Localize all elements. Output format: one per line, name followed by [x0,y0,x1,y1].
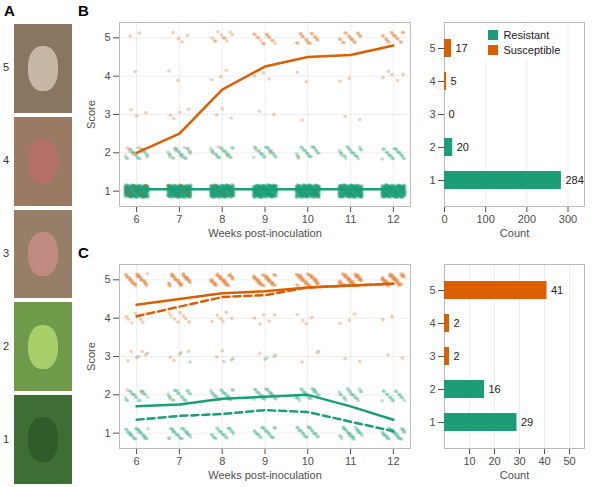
html-text:Resistant: Resistant [503,28,550,41]
svg-text:30: 30 [513,455,525,467]
svg-text:4: 4 [104,312,110,324]
svg-text:5: 5 [104,273,110,285]
svg-text:4: 4 [104,70,110,82]
svg-text:Weeks post-inoculation: Weeks post-inoculation [208,227,322,239]
svg-text:3: 3 [429,350,435,362]
html-text:3: 3 [3,247,10,259]
svg-text:1: 1 [429,174,435,186]
svg-text:6: 6 [134,213,140,225]
svg-text:Score: Score [85,342,97,371]
svg-text:Count: Count [500,227,529,239]
svg-text:7: 7 [176,455,182,467]
svg-text:41: 41 [551,284,563,296]
svg-text:5: 5 [429,284,435,296]
svg-text:17: 17 [456,42,468,54]
svg-text:3: 3 [104,350,110,362]
svg-text:1: 1 [429,416,435,428]
svg-text:1: 1 [104,427,110,439]
svg-text:3: 3 [104,108,110,120]
html-text:A: A [4,2,15,19]
svg-text:2: 2 [104,146,110,158]
svg-text:29: 29 [521,416,533,428]
svg-text:4: 4 [429,75,435,87]
svg-text:2: 2 [454,317,460,329]
svg-text:5: 5 [429,42,435,54]
svg-text:10: 10 [302,213,314,225]
html-text:1: 1 [3,432,10,445]
svg-text:0: 0 [449,108,455,120]
svg-text:11: 11 [345,213,356,225]
svg-text:1: 1 [104,185,110,197]
svg-text:Weeks post-inoculation: Weeks post-inoculation [208,469,322,481]
svg-text:2: 2 [429,383,435,395]
html-text:C: C [78,244,89,261]
svg-text:2: 2 [429,141,435,153]
svg-text:16: 16 [489,383,501,395]
svg-text:8: 8 [219,213,225,225]
html-text:B: B [78,2,89,19]
svg-text:8: 8 [219,455,225,467]
svg-text:9: 9 [262,213,268,225]
svg-text:284: 284 [565,174,583,186]
svg-text:11: 11 [345,455,356,467]
svg-text:2: 2 [104,388,110,400]
svg-text:200: 200 [518,213,536,225]
html-text:Susceptible: Susceptible [503,43,561,56]
svg-text:6: 6 [134,455,140,467]
svg-text:10: 10 [463,455,475,467]
svg-text:9: 9 [262,455,268,467]
svg-text:5: 5 [104,31,110,43]
svg-text:4: 4 [429,317,435,329]
svg-text:5: 5 [451,75,457,87]
svg-text:100: 100 [476,213,494,225]
svg-text:50: 50 [563,455,575,467]
svg-text:10: 10 [302,455,314,467]
html-text:4: 4 [3,154,10,167]
svg-text:40: 40 [538,455,550,467]
svg-text:3: 3 [429,108,435,120]
svg-text:20: 20 [457,141,469,153]
svg-text:Score: Score [85,100,97,129]
html-text:2: 2 [3,339,10,352]
svg-text:7: 7 [176,213,182,225]
svg-text:12: 12 [387,213,399,225]
svg-text:12: 12 [387,455,399,467]
svg-text:300: 300 [559,213,577,225]
svg-text:20: 20 [488,455,500,467]
html-text:5: 5 [3,61,10,74]
svg-text:2: 2 [454,350,460,362]
svg-text:Count: Count [500,469,529,481]
svg-text:0: 0 [441,213,447,225]
